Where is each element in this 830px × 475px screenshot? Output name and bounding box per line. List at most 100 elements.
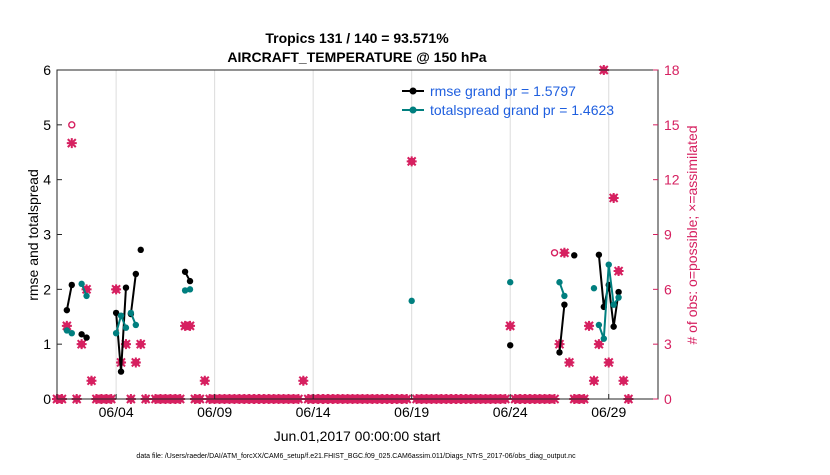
- obs-assimilated-marker: [130, 357, 141, 368]
- rmse-line-segment: [65, 284, 73, 311]
- series-lines: [63, 246, 622, 375]
- rmse-point: [132, 270, 140, 278]
- x-gridlines: [115, 70, 610, 399]
- rmse-point: [122, 284, 130, 291]
- obs-assimilated-marker: [505, 320, 516, 331]
- left-y-tick-label: 3: [43, 227, 51, 243]
- totalspread-point: [507, 279, 514, 286]
- obs-assimilated-marker: [199, 375, 210, 386]
- obs-assimilated-marker: [588, 375, 599, 386]
- totalspread-point: [63, 327, 71, 334]
- obs-assimilated-marker: [618, 375, 629, 386]
- totalspread-point: [83, 292, 90, 300]
- rmse-point: [610, 323, 617, 330]
- totalspread-point: [186, 286, 194, 293]
- left-y-tick-label: 2: [43, 281, 51, 297]
- totalspread-point: [127, 309, 135, 317]
- left-y-tick-label: 5: [43, 117, 51, 133]
- totalspread-point: [590, 285, 598, 292]
- obs-assimilated-marker: [76, 339, 87, 350]
- x-axis-label: Jun.01,2017 00:00:00 start: [274, 428, 441, 444]
- plot-area: [57, 70, 658, 399]
- rmse-point: [615, 288, 622, 296]
- totalspread-point: [610, 301, 617, 308]
- obs-possible-marker: [68, 121, 76, 129]
- obs-assimilated-marker: [584, 320, 595, 331]
- obs-possible-marker: [550, 249, 559, 257]
- right-y-tick-label: 12: [664, 172, 680, 188]
- obs-assimilated-marker: [559, 247, 570, 258]
- obs-assimilated-marker: [120, 339, 131, 350]
- obs-assimilated-marker: [564, 357, 575, 368]
- obs-assimilated-marker: [61, 320, 72, 331]
- totalspread-point: [595, 321, 603, 329]
- totalspread-point: [78, 280, 85, 288]
- left-y-tick-label: 6: [43, 62, 51, 78]
- obs-assimilated-marker: [406, 156, 417, 167]
- totalspread-point: [181, 287, 189, 294]
- rmse-point: [63, 306, 71, 314]
- legend: rmse grand pr = 1.5797 totalspread grand…: [402, 83, 614, 118]
- left-y-tick-label: 1: [43, 336, 51, 352]
- totalspread-point: [600, 335, 608, 342]
- rmse-point: [571, 252, 578, 259]
- totalspread-point: [117, 312, 125, 319]
- right-y-tick-label: 15: [664, 117, 680, 133]
- legend-rmse-label: rmse grand pr = 1.5797: [430, 83, 576, 99]
- x-axis: 06/04 06/09 06/14 06/19 06/24 06/29: [99, 394, 626, 420]
- legend-spread-marker: [409, 106, 417, 114]
- rmse-point: [561, 301, 568, 308]
- x-tick-label: 06/14: [296, 404, 331, 420]
- legend-spread-label: totalspread grand pr = 1.4623: [430, 102, 614, 118]
- x-tick-label: 06/19: [394, 404, 429, 420]
- x-tick-label: 06/29: [591, 404, 626, 420]
- right-y-tick-label: 18: [664, 62, 680, 78]
- rmse-point: [181, 268, 189, 275]
- left-y-tick-label: 0: [43, 391, 51, 407]
- totalspread-point: [605, 261, 612, 268]
- obs-assimilated-marker: [86, 375, 97, 386]
- totalspread-point: [615, 294, 622, 301]
- right-y-tick-label: 3: [664, 336, 672, 352]
- obs-assimilated-marker: [613, 266, 624, 277]
- totalspread-point: [132, 321, 140, 329]
- obs-assimilated-marker: [111, 284, 122, 295]
- legend-rmse-marker: [409, 87, 417, 95]
- rmse-point: [117, 368, 125, 375]
- right-y-tick-label: 6: [664, 281, 672, 297]
- y-axis-label-left: rmse and totalspread: [25, 169, 41, 301]
- obs-assimilated-marker: [135, 339, 146, 350]
- rmse-point: [595, 251, 603, 258]
- chart-title-line2: AIRCRAFT_TEMPERATURE @ 150 hPa: [227, 49, 486, 65]
- rmse-point: [68, 281, 75, 289]
- rmse-point: [556, 349, 563, 356]
- right-y-tick-label: 9: [664, 227, 672, 243]
- rmse-point: [137, 246, 144, 254]
- right-y-tick-label: 0: [664, 391, 672, 407]
- x-tick-label: 06/04: [99, 404, 134, 420]
- chart-title-line1: Tropics 131 / 140 = 93.571%: [265, 30, 449, 46]
- right-y-axis: 0 3 6 9 12 15 18: [653, 62, 680, 407]
- obs-assimilated-marker: [603, 357, 614, 368]
- rmse-point: [112, 309, 120, 317]
- obs-assimilated-marker: [66, 138, 77, 149]
- obs-assimilated-marker: [593, 339, 604, 350]
- rmse-line-segment: [129, 273, 137, 315]
- rmse-point: [507, 342, 514, 349]
- totalspread-point: [68, 330, 75, 337]
- obs-assimilated-marker: [298, 375, 309, 386]
- x-tick-label: 06/09: [197, 404, 232, 420]
- obs-assimilated-marker: [608, 192, 619, 203]
- totalspread-point: [408, 297, 415, 305]
- totalspread-point: [122, 324, 130, 331]
- x-tick-label: 06/24: [493, 404, 528, 420]
- totalspread-point: [556, 279, 563, 286]
- left-y-axis: 0 1 2 3 4 5 6: [43, 62, 62, 407]
- totalspread-point: [112, 330, 120, 337]
- rmse-point: [83, 334, 90, 341]
- left-y-tick-label: 4: [43, 172, 51, 188]
- footnote: data file: /Users/raeder/DAI/ATM_forcXX/…: [136, 453, 576, 460]
- obs-assimilated-marker: [81, 284, 92, 295]
